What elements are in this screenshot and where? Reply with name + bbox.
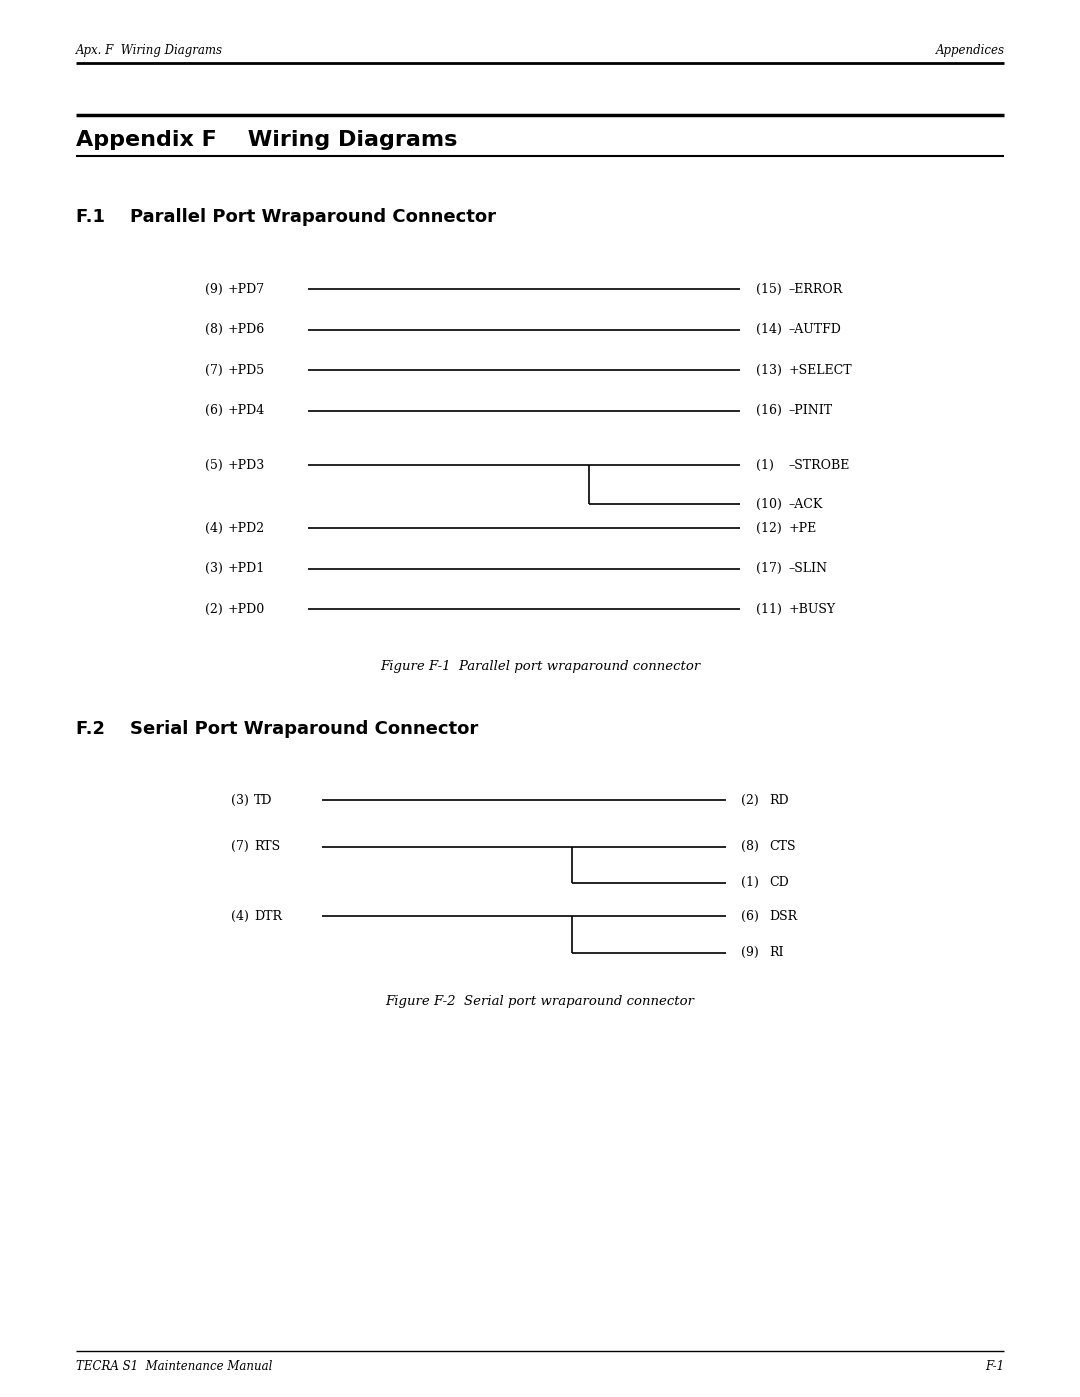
Text: +PD2: +PD2 bbox=[228, 521, 265, 535]
Text: –STROBE: –STROBE bbox=[788, 458, 850, 472]
Text: (4): (4) bbox=[230, 909, 248, 923]
Text: (10): (10) bbox=[756, 497, 782, 511]
Text: F.1    Parallel Port Wraparound Connector: F.1 Parallel Port Wraparound Connector bbox=[76, 208, 496, 225]
Text: (14): (14) bbox=[756, 323, 782, 337]
Text: Appendix F    Wiring Diagrams: Appendix F Wiring Diagrams bbox=[76, 130, 457, 149]
Text: (11): (11) bbox=[756, 602, 782, 616]
Text: RI: RI bbox=[769, 946, 783, 960]
Text: F.2    Serial Port Wraparound Connector: F.2 Serial Port Wraparound Connector bbox=[76, 721, 477, 738]
Text: (16): (16) bbox=[756, 404, 782, 418]
Text: RD: RD bbox=[769, 793, 788, 807]
Text: Figure F-2  Serial port wraparound connector: Figure F-2 Serial port wraparound connec… bbox=[386, 995, 694, 1009]
Text: (2): (2) bbox=[741, 793, 758, 807]
Text: DSR: DSR bbox=[769, 909, 797, 923]
Text: (6): (6) bbox=[204, 404, 222, 418]
Text: (12): (12) bbox=[756, 521, 782, 535]
Text: RTS: RTS bbox=[254, 840, 280, 854]
Text: (17): (17) bbox=[756, 562, 782, 576]
Text: CD: CD bbox=[769, 876, 788, 890]
Text: (13): (13) bbox=[756, 363, 782, 377]
Text: +PD3: +PD3 bbox=[228, 458, 265, 472]
Text: +SELECT: +SELECT bbox=[788, 363, 852, 377]
Text: +PD0: +PD0 bbox=[228, 602, 265, 616]
Text: +PD4: +PD4 bbox=[228, 404, 265, 418]
Text: +PD7: +PD7 bbox=[228, 282, 265, 296]
Text: TD: TD bbox=[254, 793, 272, 807]
Text: –ACK: –ACK bbox=[788, 497, 823, 511]
Text: (8): (8) bbox=[204, 323, 222, 337]
Text: TECRA S1  Maintenance Manual: TECRA S1 Maintenance Manual bbox=[76, 1359, 272, 1373]
Text: DTR: DTR bbox=[254, 909, 282, 923]
Text: CTS: CTS bbox=[769, 840, 796, 854]
Text: (9): (9) bbox=[741, 946, 758, 960]
Text: –AUTFD: –AUTFD bbox=[788, 323, 841, 337]
Text: (7): (7) bbox=[205, 363, 222, 377]
Text: (6): (6) bbox=[741, 909, 759, 923]
Text: (1): (1) bbox=[756, 458, 774, 472]
Text: (9): (9) bbox=[205, 282, 222, 296]
Text: (15): (15) bbox=[756, 282, 782, 296]
Text: Apx. F  Wiring Diagrams: Apx. F Wiring Diagrams bbox=[76, 45, 222, 57]
Text: –PINIT: –PINIT bbox=[788, 404, 833, 418]
Text: Figure F-1  Parallel port wraparound connector: Figure F-1 Parallel port wraparound conn… bbox=[380, 659, 700, 673]
Text: (1): (1) bbox=[741, 876, 759, 890]
Text: (3): (3) bbox=[230, 793, 248, 807]
Text: (8): (8) bbox=[741, 840, 759, 854]
Text: (3): (3) bbox=[204, 562, 222, 576]
Text: +BUSY: +BUSY bbox=[788, 602, 836, 616]
Text: (4): (4) bbox=[204, 521, 222, 535]
Text: +PE: +PE bbox=[788, 521, 816, 535]
Text: +PD1: +PD1 bbox=[228, 562, 265, 576]
Text: (2): (2) bbox=[205, 602, 222, 616]
Text: –SLIN: –SLIN bbox=[788, 562, 827, 576]
Text: F-1: F-1 bbox=[985, 1359, 1004, 1373]
Text: (7): (7) bbox=[231, 840, 248, 854]
Text: +PD5: +PD5 bbox=[228, 363, 265, 377]
Text: +PD6: +PD6 bbox=[228, 323, 265, 337]
Text: (5): (5) bbox=[205, 458, 222, 472]
Text: Appendices: Appendices bbox=[935, 45, 1004, 57]
Text: –ERROR: –ERROR bbox=[788, 282, 842, 296]
